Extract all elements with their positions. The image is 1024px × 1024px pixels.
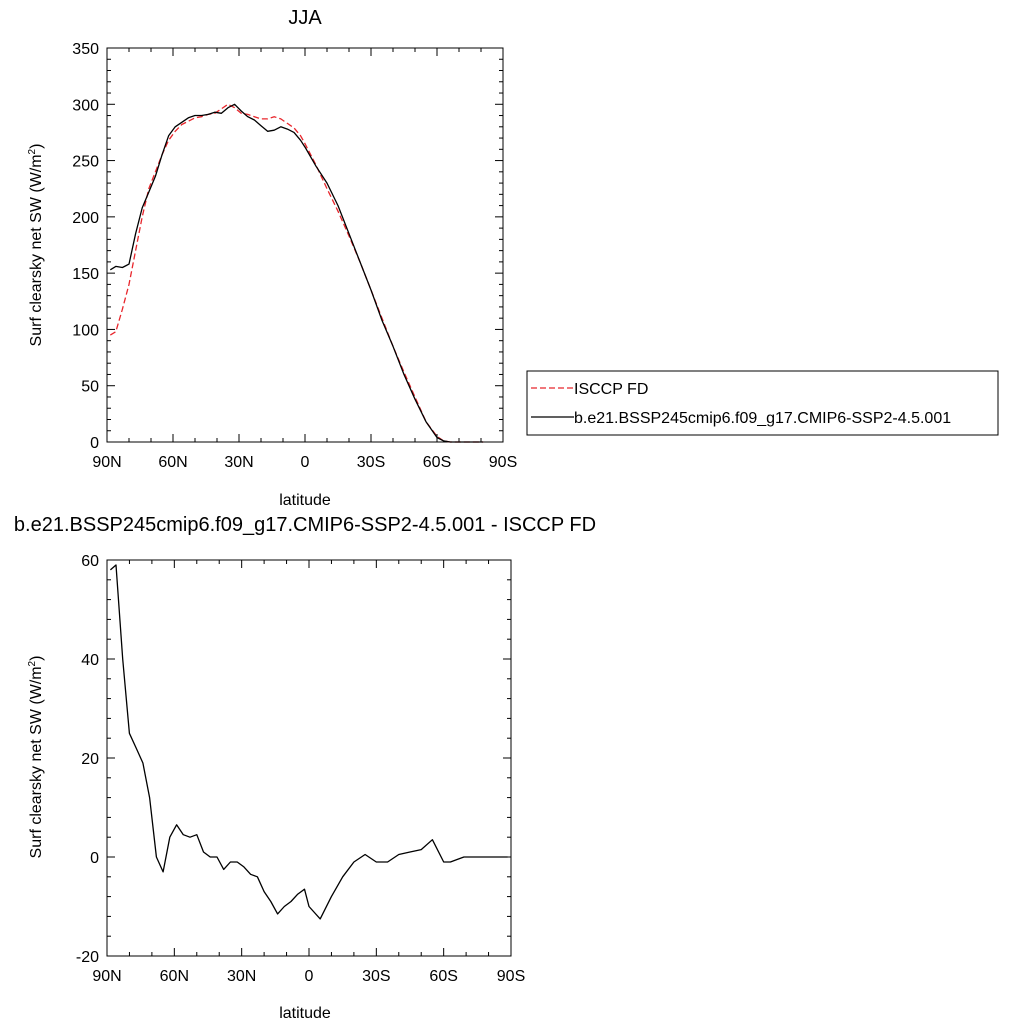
top-chart-x-tick-label: 30S (357, 454, 385, 471)
bottom-chart-y-tick-label: 60 (81, 553, 99, 570)
top-chart-title: JJA (288, 7, 322, 29)
top-chart-y-tick-label: 300 (72, 97, 99, 114)
top-chart: JJA 90N 60N 30N 0 30S 60S 90S 0 50 100 150 200 250 30… (27, 7, 517, 509)
legend: ISCCP FD b.e21.BSSP245cmip6.f09_g17.CMIP… (526, 370, 999, 436)
legend-box (526, 370, 999, 436)
top-chart-x-tick-label: 60N (158, 454, 187, 471)
legend-label-model: b.e21.BSSP245cmip6.f09_g17.CMIP6-SSP2-4.… (574, 410, 951, 427)
bottom-chart-x-tick-label: 90N (92, 968, 121, 985)
bottom-chart-x-tick-label: 0 (305, 968, 314, 985)
top-chart-x-tick-label: 90S (489, 454, 517, 471)
bottom-chart-ticks: 90N 60N 30N 0 30S 60S 90S -20 0 20 40 60 (76, 553, 525, 985)
bottom-chart-x-tick-label: 30S (362, 968, 390, 985)
top-chart-y-tick-label: 200 (72, 210, 99, 227)
bottom-chart-series-line-0 (109, 564, 508, 920)
top-chart-series-line-1 (109, 103, 484, 443)
bottom-chart: b.e21.BSSP245cmip6.f09_g17.CMIP6-SSP2-4.… (14, 514, 596, 1022)
bottom-chart-title: b.e21.BSSP245cmip6.f09_g17.CMIP6-SSP2-4.… (14, 514, 596, 536)
legend-label-isccp: ISCCP FD (574, 381, 648, 398)
top-chart-x-tick-label: 90N (92, 454, 121, 471)
bottom-chart-y-tick-label: 40 (81, 652, 99, 669)
top-chart-y-tick-label: 350 (72, 41, 99, 58)
top-chart-x-tick-label: 0 (301, 454, 310, 471)
top-chart-frame (106, 47, 504, 443)
top-chart-ticks: 90N 60N 30N 0 30S 60S 90S 0 50 100 150 200 250 300 350 (72, 41, 517, 471)
bottom-chart-x-tick-label: 60N (160, 968, 189, 985)
top-chart-y-axis-label: Surf clearsky net SW (W/m2) (27, 144, 45, 347)
bottom-chart-x-tick-label: 90S (497, 968, 525, 985)
bottom-chart-x-axis-label: latitude (279, 1005, 331, 1022)
top-chart-series-line-0 (109, 103, 484, 443)
top-chart-y-tick-label: 0 (90, 435, 99, 452)
top-chart-x-axis-label: latitude (279, 492, 331, 509)
bottom-chart-series (109, 564, 508, 920)
top-chart-y-tick-label: 100 (72, 322, 99, 339)
bottom-chart-y-tick-label: 0 (90, 850, 99, 867)
bottom-chart-y-tick-label: 20 (81, 751, 99, 768)
bottom-chart-x-tick-label: 60S (429, 968, 457, 985)
bottom-chart-y-axis-label: Surf clearsky net SW (W/m2) (27, 656, 45, 859)
top-chart-y-tick-label: 250 (72, 154, 99, 171)
top-chart-x-tick-label: 60S (423, 454, 451, 471)
top-chart-y-tick-label: 50 (81, 379, 99, 396)
top-chart-y-tick-label: 150 (72, 266, 99, 283)
bottom-chart-x-tick-label: 30N (227, 968, 256, 985)
top-chart-x-tick-label: 30N (224, 454, 253, 471)
bottom-chart-frame (106, 559, 512, 957)
top-chart-series (109, 103, 484, 443)
bottom-chart-y-tick-label: -20 (76, 949, 99, 966)
